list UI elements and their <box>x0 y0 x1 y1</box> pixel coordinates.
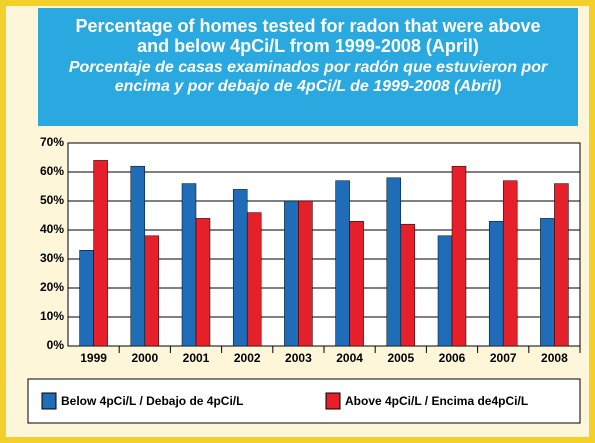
bar <box>284 200 299 347</box>
bar <box>488 221 504 347</box>
bar <box>93 160 108 347</box>
y-tick-label: 60% <box>40 164 64 178</box>
x-tick-label: 2008 <box>541 351 568 365</box>
chart-subtitle: Porcentaje de casas examinados por radón… <box>68 59 548 95</box>
x-tick-label: 2006 <box>439 351 466 365</box>
bar <box>386 177 402 347</box>
chart: 0% 10% 20% 30% 40% 50% 60% 70% 1999 2000 2001 2002 2… <box>27 135 581 424</box>
bar <box>400 223 416 347</box>
bar <box>335 180 350 347</box>
bar <box>79 250 94 347</box>
bar <box>540 218 555 347</box>
legend-label: Below 4pCi/L / Debajo de 4pCi/L <box>61 394 243 408</box>
x-tick-label: 2002 <box>234 351 261 365</box>
x-tick-label: 2007 <box>490 351 517 365</box>
bar <box>181 183 197 347</box>
x-tick-label: 2000 <box>131 351 158 365</box>
y-tick-label: 0% <box>47 338 65 352</box>
y-tick-label: 10% <box>40 309 64 323</box>
bar <box>502 180 518 347</box>
y-tick-label: 50% <box>40 193 64 207</box>
chart-title: Percentage of homes tested for radon tha… <box>75 16 541 56</box>
bar <box>298 200 313 347</box>
x-tick-label: 1999 <box>80 351 107 365</box>
bar <box>144 235 160 347</box>
y-tick-label: 20% <box>40 280 64 294</box>
bar <box>349 221 364 347</box>
legend-label: Above 4pCi/L / Encima de4pCi/L <box>345 394 528 408</box>
y-tick-label: 70% <box>40 135 64 149</box>
x-tick-label: 2001 <box>183 351 210 365</box>
x-tick-label: 2004 <box>336 351 363 365</box>
bar <box>130 165 146 347</box>
legend-box <box>27 378 581 424</box>
bar <box>195 218 211 347</box>
bar <box>554 183 569 347</box>
x-tick-label: 2005 <box>387 351 414 365</box>
bar <box>246 212 262 347</box>
legend-swatch <box>41 392 57 410</box>
x-tick-label: 2003 <box>285 351 312 365</box>
title-box: Percentage of homes tested for radon tha… <box>38 8 578 126</box>
y-tick-label: 40% <box>40 222 64 236</box>
bar <box>437 235 453 347</box>
bar <box>232 189 248 347</box>
y-tick-label: 30% <box>40 251 64 265</box>
legend-swatch <box>325 392 341 410</box>
bar <box>451 165 467 347</box>
